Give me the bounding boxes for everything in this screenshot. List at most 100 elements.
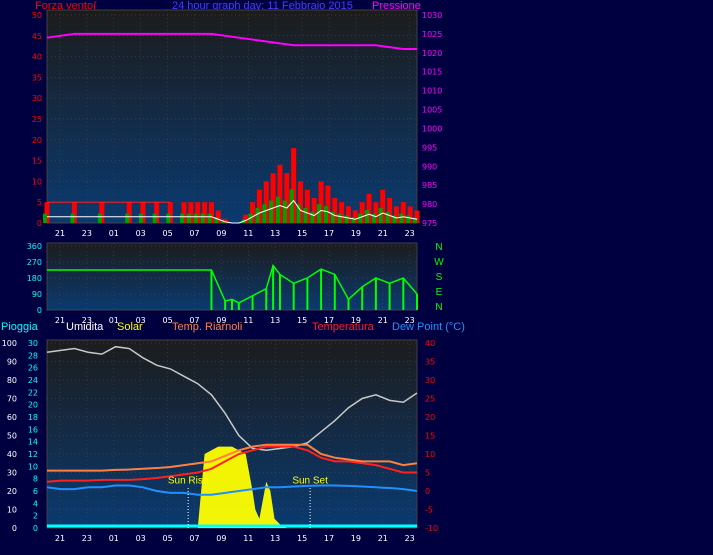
wind-pressure-panel-x-tick: 21 (55, 229, 65, 238)
humidity-y-tick: 10 (7, 506, 17, 515)
wind-y-tick: 40 (32, 53, 42, 62)
temperature-y-tick: 15 (425, 432, 435, 441)
direction-panel-x-tick: 07 (189, 316, 199, 325)
humidity-y-tick: 90 (7, 358, 17, 367)
temperature-y-tick: 30 (425, 376, 435, 385)
compass-label: S (436, 272, 443, 283)
temperature-y-tick: 40 (425, 339, 435, 348)
wind-y-tick: 35 (32, 73, 42, 82)
wind-pressure-panel-x-tick: 07 (189, 229, 199, 238)
direction-y-tick: 0 (37, 306, 42, 315)
rain-y-tick: 2 (33, 512, 38, 521)
pressure-y-tick: 980 (422, 200, 437, 209)
direction-panel-x-tick: 05 (163, 316, 173, 325)
sunrise-label: Sun Rise (168, 476, 209, 487)
direction-panel-x-tick: 17 (324, 316, 334, 325)
temperature-panel-x-tick: 19 (351, 534, 361, 543)
temperature-panel-x-tick: 01 (109, 534, 119, 543)
temperature-line (46, 445, 417, 483)
temperature-panel-x-tick: 21 (378, 534, 388, 543)
rain-y-tick: 30 (28, 339, 38, 348)
pressure-y-tick: 1025 (422, 30, 442, 39)
pressure-y-tick: 990 (422, 162, 437, 171)
temperature-panel-x-tick: 03 (136, 534, 146, 543)
temperature-y-tick: -10 (425, 524, 438, 533)
wind-pressure-panel-x-tick: 15 (297, 229, 307, 238)
rain-y-tick: 8 (33, 475, 38, 484)
legend-dew-point: Dew Point (°C) (392, 321, 465, 333)
pressure-y-tick: 1010 (422, 87, 442, 96)
humidity-y-tick: 60 (7, 413, 17, 422)
wind-y-tick: 45 (32, 32, 42, 41)
direction-panel-x-tick: 23 (82, 316, 92, 325)
direction-panel-x-tick: 19 (351, 316, 361, 325)
wind-pressure-panel-x-tick: 23 (405, 229, 415, 238)
wind-pressure-panel-x-tick: 09 (216, 229, 226, 238)
temperature-y-tick: 35 (425, 358, 435, 367)
legend-humidity: Umidita (66, 321, 104, 333)
wind-pressure-panel-x-tick: 21 (378, 229, 388, 238)
pressure-line (46, 32, 417, 51)
direction-panel-x-tick: 13 (270, 316, 280, 325)
temperature-panel-x-tick: 17 (324, 534, 334, 543)
temperature-panel-x-tick: 07 (189, 534, 199, 543)
temperature-panel-x-tick: 05 (163, 534, 173, 543)
rain-y-tick: 28 (28, 351, 38, 360)
direction-panel-x-tick: 03 (136, 316, 146, 325)
rain-y-tick: 16 (28, 425, 38, 434)
temperature-panel-x-tick: 11 (243, 534, 253, 543)
pressure-y-tick: 985 (422, 181, 437, 190)
pressure-label: Pressione (372, 0, 421, 12)
rain-y-tick: 6 (33, 487, 38, 496)
rain-y-tick: 24 (28, 376, 38, 385)
temperature-y-tick: 10 (425, 450, 435, 459)
direction-panel-x-tick: 11 (243, 316, 253, 325)
humidity-y-tick: 100 (2, 339, 17, 348)
temperature-y-tick: 20 (425, 413, 435, 422)
temperature-y-tick: 5 (425, 469, 430, 478)
wind-pressure-panel-x-tick: 05 (163, 229, 173, 238)
pressure-y-tick: 1000 (422, 124, 442, 133)
rain-y-tick: 12 (28, 450, 38, 459)
direction-panel-x-tick: 21 (378, 316, 388, 325)
temperature-panel-x-tick: 23 (405, 534, 415, 543)
legend-rain: Pioggia (1, 321, 38, 333)
direction-line (47, 263, 418, 304)
rain-y-tick: 4 (33, 499, 38, 508)
pressure-y-tick: 975 (422, 219, 437, 228)
compass-label: N (435, 302, 442, 313)
direction-panel-x-tick: 23 (405, 316, 415, 325)
direction-panel-x-tick: 09 (216, 316, 226, 325)
direction-y-tick: 360 (27, 242, 42, 251)
temperature-panel-x-tick: 13 (270, 534, 280, 543)
rain-y-tick: 0 (33, 524, 38, 533)
rain-y-tick: 14 (28, 438, 38, 447)
temperature-panel-x-tick: 23 (82, 534, 92, 543)
wind-y-tick: 20 (32, 136, 42, 145)
rain-y-tick: 10 (28, 462, 38, 471)
legend-temperature: Temperatura (312, 321, 374, 333)
rain-y-tick: 18 (28, 413, 38, 422)
temperature-panel-x-tick: 09 (216, 534, 226, 543)
wind-pressure-panel-x-tick: 13 (270, 229, 280, 238)
humidity-y-tick: 40 (7, 450, 17, 459)
humidity-y-tick: 30 (7, 469, 17, 478)
humidity-y-tick: 50 (7, 432, 17, 441)
direction-y-tick: 270 (27, 258, 42, 267)
humidity-line (46, 345, 418, 452)
page-title: 24 hour graph day: 11 Febbraio 2015 (172, 0, 353, 12)
humidity-y-tick: 20 (7, 487, 17, 496)
direction-y-tick: 90 (32, 290, 42, 299)
wind-pressure-panel-x-tick: 19 (351, 229, 361, 238)
rain-y-tick: 26 (28, 364, 38, 373)
wind-avg-line (47, 199, 418, 224)
pressure-y-tick: 1030 (422, 11, 442, 20)
temperature-panel-x-tick: 21 (55, 534, 65, 543)
direction-panel-x-tick: 21 (55, 316, 65, 325)
wind-pressure-panel-x-tick: 03 (136, 229, 146, 238)
pressure-y-tick: 1015 (422, 68, 442, 77)
wind-y-tick: 10 (32, 177, 42, 186)
temperature-y-tick: -5 (425, 506, 433, 515)
compass-label: W (434, 257, 444, 268)
